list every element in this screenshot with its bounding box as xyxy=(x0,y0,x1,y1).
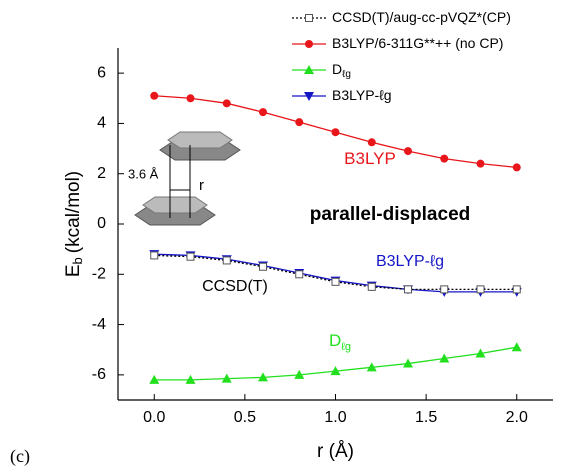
marker xyxy=(440,285,449,294)
legend-label: B3LYP-ℓg xyxy=(332,87,392,103)
y-tick-label: 0 xyxy=(97,215,106,232)
benzene-bottom-face xyxy=(142,196,208,214)
annotation: B3LYP-ℓg xyxy=(376,253,444,270)
x-tick-label: 0.0 xyxy=(143,409,165,426)
marker xyxy=(367,282,376,291)
annotation: B3LYP xyxy=(344,149,396,168)
marker xyxy=(294,369,305,379)
marker xyxy=(259,108,267,117)
marker xyxy=(186,252,195,261)
marker xyxy=(185,374,196,384)
y-tick-label: 2 xyxy=(97,165,106,182)
marker xyxy=(331,128,340,137)
y-tick-label: 4 xyxy=(97,115,106,132)
marker xyxy=(512,285,521,294)
y-tick-label: -2 xyxy=(92,266,106,283)
marker xyxy=(440,154,449,163)
marker xyxy=(295,270,304,279)
panel-label: (c) xyxy=(10,446,30,467)
marker xyxy=(366,362,377,372)
legend-label-sub: ℓg xyxy=(342,69,351,80)
legend-marker xyxy=(304,65,314,74)
legend-marker xyxy=(305,14,313,22)
legend-label-text: B3LYP/6-311G**++ (no CP) xyxy=(332,35,503,51)
annotation: CCSD(T) xyxy=(202,278,268,295)
y-axis-label-unit: (kcal/mol) xyxy=(63,171,84,253)
y-tick-label: -6 xyxy=(92,366,106,383)
legend-marker xyxy=(304,92,314,101)
x-tick-label: 2.0 xyxy=(506,409,528,426)
marker xyxy=(259,262,267,271)
marker xyxy=(475,348,486,358)
annotation: Dℓg xyxy=(329,331,351,352)
marker xyxy=(439,353,450,363)
marker xyxy=(476,285,485,294)
benzene-top-face xyxy=(167,131,233,149)
x-tick-label: 1.0 xyxy=(324,409,346,426)
inset-offset-label: r xyxy=(199,177,204,194)
inset-distance-label: 3.6 Å xyxy=(128,166,159,181)
x-axis-label: r (Å) xyxy=(317,441,354,462)
legend-label-text: CCSD(T)/aug-cc-pVQZ*(CP) xyxy=(332,9,511,25)
y-axis-label-main: E xyxy=(63,264,84,277)
annotation-text: D xyxy=(329,331,341,350)
legend-label-text: B3LYP-ℓg xyxy=(332,87,392,103)
annotation-sub: ℓg xyxy=(341,341,351,353)
annotation-text: parallel-displaced xyxy=(310,204,471,225)
annotation-text: B3LYP xyxy=(344,149,396,168)
legend-label: CCSD(T)/aug-cc-pVQZ*(CP) xyxy=(332,9,511,25)
y-axis-label: Eb (kcal/mol) xyxy=(63,171,85,277)
marker xyxy=(150,251,159,260)
y-tick-label: -4 xyxy=(92,316,106,333)
legend-label-text: D xyxy=(332,61,342,77)
annotation-text: B3LYP-ℓg xyxy=(376,253,444,270)
legend-label: B3LYP/6-311G**++ (no CP) xyxy=(332,35,503,51)
annotation-text: CCSD(T) xyxy=(202,278,268,295)
marker xyxy=(186,94,195,103)
marker xyxy=(149,374,160,384)
marker xyxy=(150,91,159,100)
marker xyxy=(222,256,231,265)
legend-marker xyxy=(305,40,313,48)
y-axis-label-sub: b xyxy=(70,257,85,264)
marker xyxy=(221,373,232,383)
marker xyxy=(258,372,268,382)
marker xyxy=(403,358,413,368)
series-line xyxy=(154,254,517,291)
marker xyxy=(404,147,412,156)
marker xyxy=(512,163,521,172)
marker xyxy=(222,99,231,108)
marker xyxy=(331,277,340,286)
inset-molecules: 3.6 Å r xyxy=(128,131,241,226)
marker xyxy=(476,159,485,168)
annotation: parallel-displaced xyxy=(310,204,471,225)
y-tick-label: 6 xyxy=(97,64,106,81)
marker xyxy=(367,138,376,147)
marker xyxy=(404,285,412,294)
marker xyxy=(330,366,341,376)
x-tick-label: 0.5 xyxy=(234,409,256,426)
marker xyxy=(295,118,304,127)
marker xyxy=(511,342,522,352)
legend-label: Dℓg xyxy=(332,61,351,80)
x-tick-label: 1.5 xyxy=(415,409,437,426)
